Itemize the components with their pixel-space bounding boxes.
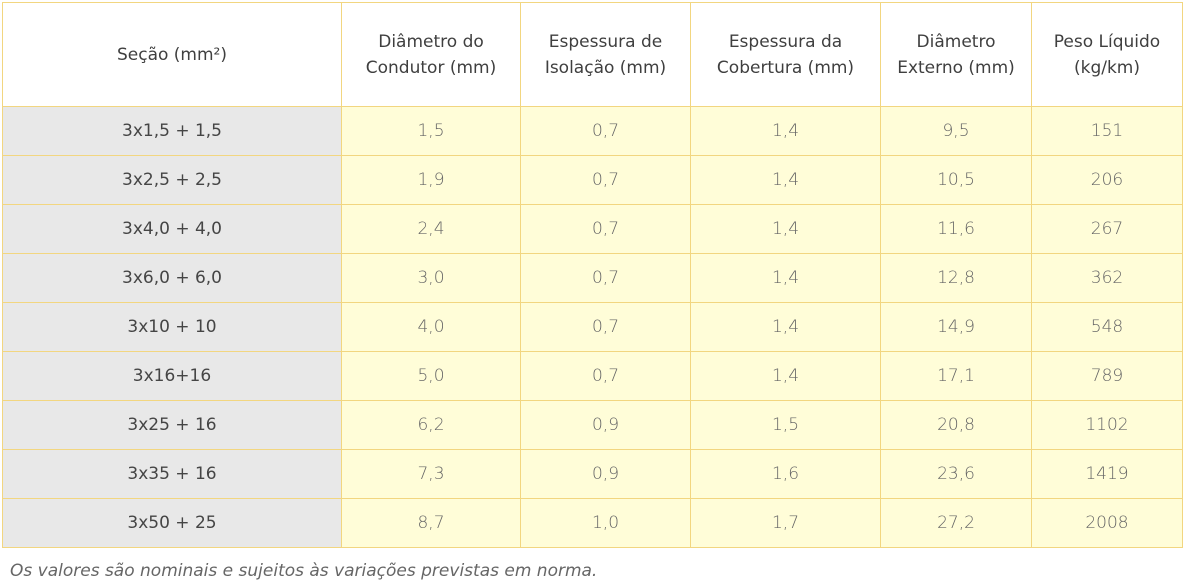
cell-espessura-isolacao: 0,9 <box>520 400 691 450</box>
cell-espessura-isolacao: 0,7 <box>520 155 691 205</box>
cell-secao: 3x10 + 10 <box>2 302 342 352</box>
table-row: 3x10 + 10 4,0 0,7 1,4 14,9 548 <box>2 302 1183 352</box>
table-row: 3x50 + 25 8,7 1,0 1,7 27,2 2008 <box>2 498 1183 548</box>
table-row: 3x2,5 + 2,5 1,9 0,7 1,4 10,5 206 <box>2 155 1183 205</box>
cell-diametro-externo: 10,5 <box>880 155 1032 205</box>
cell-espessura-isolacao: 0,7 <box>520 204 691 254</box>
cell-peso-liquido: 362 <box>1031 253 1183 303</box>
cell-espessura-cobertura: 1,7 <box>690 498 881 548</box>
cell-espessura-cobertura: 1,4 <box>690 204 881 254</box>
cell-espessura-isolacao: 0,9 <box>520 449 691 499</box>
cell-espessura-isolacao: 0,7 <box>520 253 691 303</box>
cell-diametro-externo: 9,5 <box>880 106 1032 156</box>
cell-diametro-externo: 11,6 <box>880 204 1032 254</box>
table-row: 3x35 + 16 7,3 0,9 1,6 23,6 1419 <box>2 449 1183 499</box>
cell-espessura-isolacao: 1,0 <box>520 498 691 548</box>
header-row: Seção (mm²) Diâmetro do Condutor (mm) Es… <box>2 2 1183 107</box>
cell-espessura-cobertura: 1,4 <box>690 155 881 205</box>
cell-diametro-condutor: 7,3 <box>341 449 521 499</box>
footnote: Os valores são nominais e sujeitos às va… <box>10 561 598 581</box>
cell-diametro-externo: 14,9 <box>880 302 1032 352</box>
cell-peso-liquido: 2008 <box>1031 498 1183 548</box>
cell-peso-liquido: 206 <box>1031 155 1183 205</box>
cell-diametro-condutor: 3,0 <box>341 253 521 303</box>
cell-diametro-condutor: 4,0 <box>341 302 521 352</box>
cell-diametro-externo: 23,6 <box>880 449 1032 499</box>
cell-diametro-externo: 12,8 <box>880 253 1032 303</box>
cell-diametro-condutor: 1,9 <box>341 155 521 205</box>
table-row: 3x16+16 5,0 0,7 1,4 17,1 789 <box>2 351 1183 401</box>
header-peso-liquido: Peso Líquido (kg/km) <box>1031 2 1183 107</box>
cell-espessura-cobertura: 1,6 <box>690 449 881 499</box>
cell-espessura-cobertura: 1,4 <box>690 253 881 303</box>
table-row: 3x1,5 + 1,5 1,5 0,7 1,4 9,5 151 <box>2 106 1183 156</box>
table-row: 3x6,0 + 6,0 3,0 0,7 1,4 12,8 362 <box>2 253 1183 303</box>
cell-espessura-isolacao: 0,7 <box>520 351 691 401</box>
cell-diametro-condutor: 5,0 <box>341 351 521 401</box>
cell-secao: 3x2,5 + 2,5 <box>2 155 342 205</box>
cell-secao: 3x4,0 + 4,0 <box>2 204 342 254</box>
cell-peso-liquido: 1419 <box>1031 449 1183 499</box>
cell-peso-liquido: 789 <box>1031 351 1183 401</box>
table-body: 3x1,5 + 1,5 1,5 0,7 1,4 9,5 151 3x2,5 + … <box>2 106 1183 548</box>
header-secao: Seção (mm²) <box>2 2 342 107</box>
cell-peso-liquido: 267 <box>1031 204 1183 254</box>
table-row: 3x4,0 + 4,0 2,4 0,7 1,4 11,6 267 <box>2 204 1183 254</box>
cell-peso-liquido: 151 <box>1031 106 1183 156</box>
cell-peso-liquido: 548 <box>1031 302 1183 352</box>
cell-secao: 3x1,5 + 1,5 <box>2 106 342 156</box>
cell-diametro-condutor: 1,5 <box>341 106 521 156</box>
header-diametro-externo: Diâmetro Externo (mm) <box>880 2 1032 107</box>
table-row: 3x25 + 16 6,2 0,9 1,5 20,8 1102 <box>2 400 1183 450</box>
spec-table: Seção (mm²) Diâmetro do Condutor (mm) Es… <box>2 2 1183 548</box>
cell-peso-liquido: 1102 <box>1031 400 1183 450</box>
header-espessura-cobertura: Espessura da Cobertura (mm) <box>690 2 881 107</box>
cell-diametro-externo: 17,1 <box>880 351 1032 401</box>
cell-espessura-cobertura: 1,4 <box>690 351 881 401</box>
cell-espessura-cobertura: 1,4 <box>690 106 881 156</box>
cell-diametro-condutor: 8,7 <box>341 498 521 548</box>
cell-espessura-isolacao: 0,7 <box>520 106 691 156</box>
header-diametro-condutor: Diâmetro do Condutor (mm) <box>341 2 521 107</box>
cell-diametro-condutor: 2,4 <box>341 204 521 254</box>
cell-espessura-cobertura: 1,4 <box>690 302 881 352</box>
cell-espessura-isolacao: 0,7 <box>520 302 691 352</box>
cell-diametro-externo: 20,8 <box>880 400 1032 450</box>
cell-secao: 3x6,0 + 6,0 <box>2 253 342 303</box>
cell-secao: 3x50 + 25 <box>2 498 342 548</box>
header-espessura-isolacao: Espessura de Isolação (mm) <box>520 2 691 107</box>
cell-secao: 3x35 + 16 <box>2 449 342 499</box>
cell-diametro-externo: 27,2 <box>880 498 1032 548</box>
cell-diametro-condutor: 6,2 <box>341 400 521 450</box>
cell-secao: 3x25 + 16 <box>2 400 342 450</box>
table-header: Seção (mm²) Diâmetro do Condutor (mm) Es… <box>2 2 1183 107</box>
cell-secao: 3x16+16 <box>2 351 342 401</box>
cell-espessura-cobertura: 1,5 <box>690 400 881 450</box>
